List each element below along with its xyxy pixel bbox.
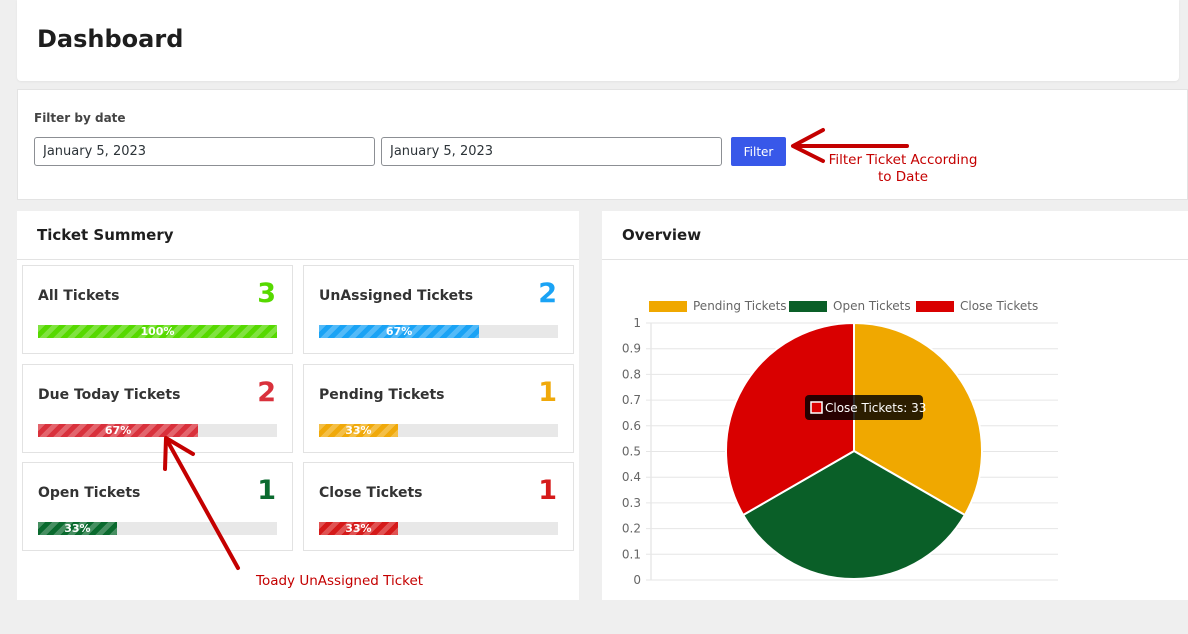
legend-swatch [789,301,827,312]
progress-track: 67% [319,325,558,338]
overview-panel: Overview Pending Tickets Open Tickets Clos… [602,211,1188,600]
pie-slice [741,449,967,580]
tooltip-box [805,395,923,420]
tile-count: 3 [257,278,276,309]
page-title: Dashboard [37,25,184,53]
y-tick-label: 0.8 [622,367,641,381]
tile-count: 1 [538,475,557,506]
legend-swatch [916,301,954,312]
header-card: Dashboard [17,0,1179,81]
progress-fill: 67% [319,325,480,338]
start-date-input[interactable] [34,137,375,166]
progress-fill: 33% [38,522,117,535]
tile-unassigned-tickets[interactable]: UnAssigned Tickets 2 67% [303,265,574,354]
tile-due-today-tickets[interactable]: Due Today Tickets 2 67% [22,364,293,453]
progress-track: 33% [319,424,558,437]
tile-label: Pending Tickets [319,387,445,403]
tile-close-tickets[interactable]: Close Tickets 1 33% [303,462,574,551]
y-tick-label: 1 [633,316,641,330]
legend-label: Close Tickets [960,299,1038,313]
y-tick-label: 0.5 [622,445,641,459]
legend-label: Open Tickets [833,299,911,313]
tile-label: UnAssigned Tickets [319,288,474,304]
progress-fill: 33% [319,522,398,535]
filter-annotation: Filter Ticket According to Date [823,152,983,186]
filter-label: Filter by date [34,111,126,125]
summary-title: Ticket Summery [37,226,174,244]
progress-track: 33% [319,522,558,535]
y-tick-label: 0.4 [622,470,641,484]
legend-label: Pending Tickets [693,299,787,313]
bottom-annotation: Toady UnAssigned Ticket [256,573,424,589]
filter-button[interactable]: Filter [731,137,786,166]
tile-count: 2 [257,377,276,408]
tile-label: Due Today Tickets [38,387,181,403]
overview-title: Overview [622,226,702,244]
y-tick-label: 0 [633,573,641,587]
summary-divider [17,259,579,260]
tooltip-text: Close Tickets: 33 [825,401,926,415]
tile-all-tickets[interactable]: All Tickets 3 100% [22,265,293,354]
end-date-input[interactable] [381,137,722,166]
y-tick-label: 0.2 [622,522,641,536]
progress-fill: 100% [38,325,277,338]
tile-label: All Tickets [38,288,120,304]
progress-fill: 67% [38,424,199,437]
tile-label: Open Tickets [38,485,141,501]
tile-pending-tickets[interactable]: Pending Tickets 1 33% [303,364,574,453]
tile-count: 1 [538,377,557,408]
y-tick-label: 0.1 [622,547,641,561]
y-tick-label: 0.6 [622,419,641,433]
progress-fill: 33% [319,424,398,437]
overview-divider [602,259,1188,260]
overview-pie-chart: Pending Tickets Open Tickets Close Tickets… [622,299,1058,587]
y-tick-label: 0.9 [622,342,641,356]
filter-annotation-line1: Filter Ticket According [828,152,978,168]
tile-count: 1 [257,475,276,506]
tile-label: Close Tickets [319,485,423,501]
filter-annotation-line2: to Date [877,169,929,185]
ticket-summary-panel: Ticket Summery All Tickets 3 100% UnAssi… [17,211,579,600]
filter-card: Filter by date Filter [17,89,1188,200]
tooltip-swatch [810,401,823,414]
legend-swatch [649,301,687,312]
y-tick-label: 0.3 [622,496,641,510]
due-today-arrowhead-icon [163,436,195,471]
due-today-arrow-icon [166,440,240,570]
y-tick-label: 0.7 [622,393,641,407]
progress-track: 100% [38,325,277,338]
tile-count: 2 [538,278,557,309]
pie-slice [725,321,855,517]
filter-arrowhead-icon [791,128,825,163]
progress-track: 67% [38,424,277,437]
